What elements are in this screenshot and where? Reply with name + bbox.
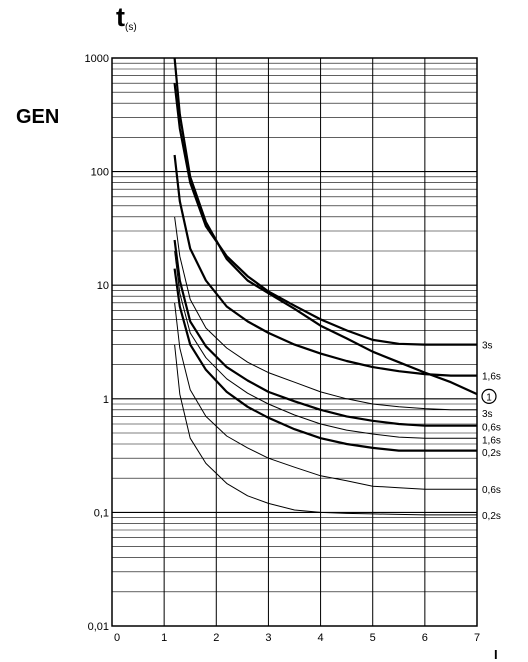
curve-0-6s (174, 302, 477, 490)
curve-1 (173, 57, 478, 396)
y-axis-title-unit: (s) (125, 22, 137, 33)
curve-3s (174, 216, 477, 411)
curve-end-label: 1 (486, 392, 492, 403)
curve-end-label: 1,6s (482, 372, 501, 383)
plot-frame (111, 57, 478, 627)
chart-ticks: 0 1 2 3 4 5 6 7 1000 100 10 1 0,1 0,01 (85, 53, 481, 644)
y-tick-label: 100 (91, 167, 109, 179)
x-tick-label: 2 (213, 632, 219, 644)
curve-1-6s (173, 154, 477, 377)
curve-0-6s (173, 239, 477, 427)
curve-end-label: 0,6s (482, 423, 501, 434)
curve-end-label: 0,6s (482, 485, 501, 496)
x-tick-label: 4 (318, 632, 324, 644)
chart-grid (111, 57, 478, 627)
curve-0-2s (173, 268, 477, 452)
curve-end-label: 1,6s (482, 435, 501, 446)
chart-curves (173, 57, 478, 516)
curve-marker-circle (481, 388, 497, 404)
y-tick-label: 1000 (85, 53, 109, 65)
x-tick-label: 3 (265, 632, 271, 644)
x-tick-label: 5 (370, 632, 376, 644)
gen-label: GEN (16, 106, 60, 128)
x-tick-label: 0 (114, 632, 120, 644)
curve-end-label: 0,2s (482, 448, 501, 459)
x-tick-label: 6 (422, 632, 428, 644)
x-axis-unit-partial: I (494, 647, 498, 662)
y-tick-label: 0,01 (88, 621, 109, 633)
y-axis-title: t(s) (116, 2, 137, 33)
curve-3s (173, 83, 477, 346)
y-axis-title-main: t (116, 2, 125, 32)
curve-end-label: 0,2s (482, 511, 501, 522)
y-tick-label: 1 (103, 394, 109, 406)
x-tick-label: 1 (161, 632, 167, 644)
y-tick-label: 10 (97, 280, 109, 292)
y-tick-label: 0,1 (94, 507, 109, 519)
curve-end-label: 3s (482, 341, 493, 352)
curve-0-2s (174, 344, 477, 516)
curve-end-label: 3s (482, 409, 493, 420)
curve-1-6s (174, 250, 477, 439)
x-tick-label: 7 (474, 632, 480, 644)
